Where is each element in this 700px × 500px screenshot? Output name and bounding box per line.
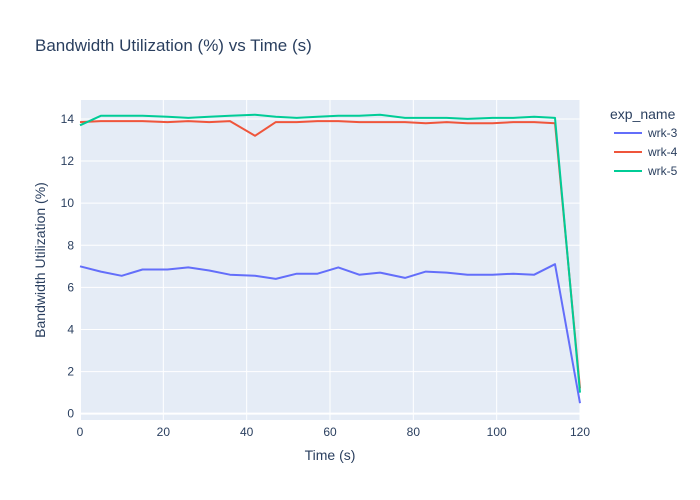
y-tick-label: 10 (61, 196, 75, 210)
y-tick-label: 0 (67, 407, 74, 421)
x-tick-label: 120 (570, 425, 590, 439)
series-line-wrk-5 (79, 113, 581, 393)
legend-title: exp_name (610, 106, 676, 122)
series-line-wrk-4 (79, 120, 581, 389)
x-tick-label: 40 (240, 425, 254, 439)
y-tick-label: 6 (67, 280, 74, 294)
y-tick-label: 14 (61, 112, 75, 126)
legend-entry-wrk-5[interactable]: wrk-5 (647, 164, 678, 178)
chart-title: Bandwidth Utilization (%) vs Time (s) (35, 36, 312, 55)
legend: exp_name wrk-3 wrk-4 wrk-5 (610, 106, 678, 178)
x-tick-labels: 0 20 40 60 80 100 120 (77, 425, 591, 439)
series-line-wrk-3 (79, 263, 581, 404)
y-axis-label: Bandwidth Utilization (%) (32, 182, 48, 338)
legend-entry-wrk-3[interactable]: wrk-3 (647, 126, 678, 140)
x-tick-label: 20 (157, 425, 171, 439)
y-tick-label: 4 (67, 322, 74, 336)
series-lines (79, 113, 581, 404)
x-tick-label: 80 (407, 425, 421, 439)
x-tick-label: 0 (77, 425, 84, 439)
grid-lines (79, 100, 581, 420)
x-tick-label: 60 (323, 425, 337, 439)
y-tick-label: 2 (67, 365, 74, 379)
x-tick-label: 100 (487, 425, 507, 439)
y-tick-labels: 0 2 4 6 8 10 12 14 (61, 112, 75, 421)
y-tick-label: 8 (67, 238, 74, 252)
legend-entry-wrk-4[interactable]: wrk-4 (647, 145, 678, 159)
y-tick-label: 12 (61, 154, 75, 168)
x-axis-label: Time (s) (305, 447, 356, 463)
